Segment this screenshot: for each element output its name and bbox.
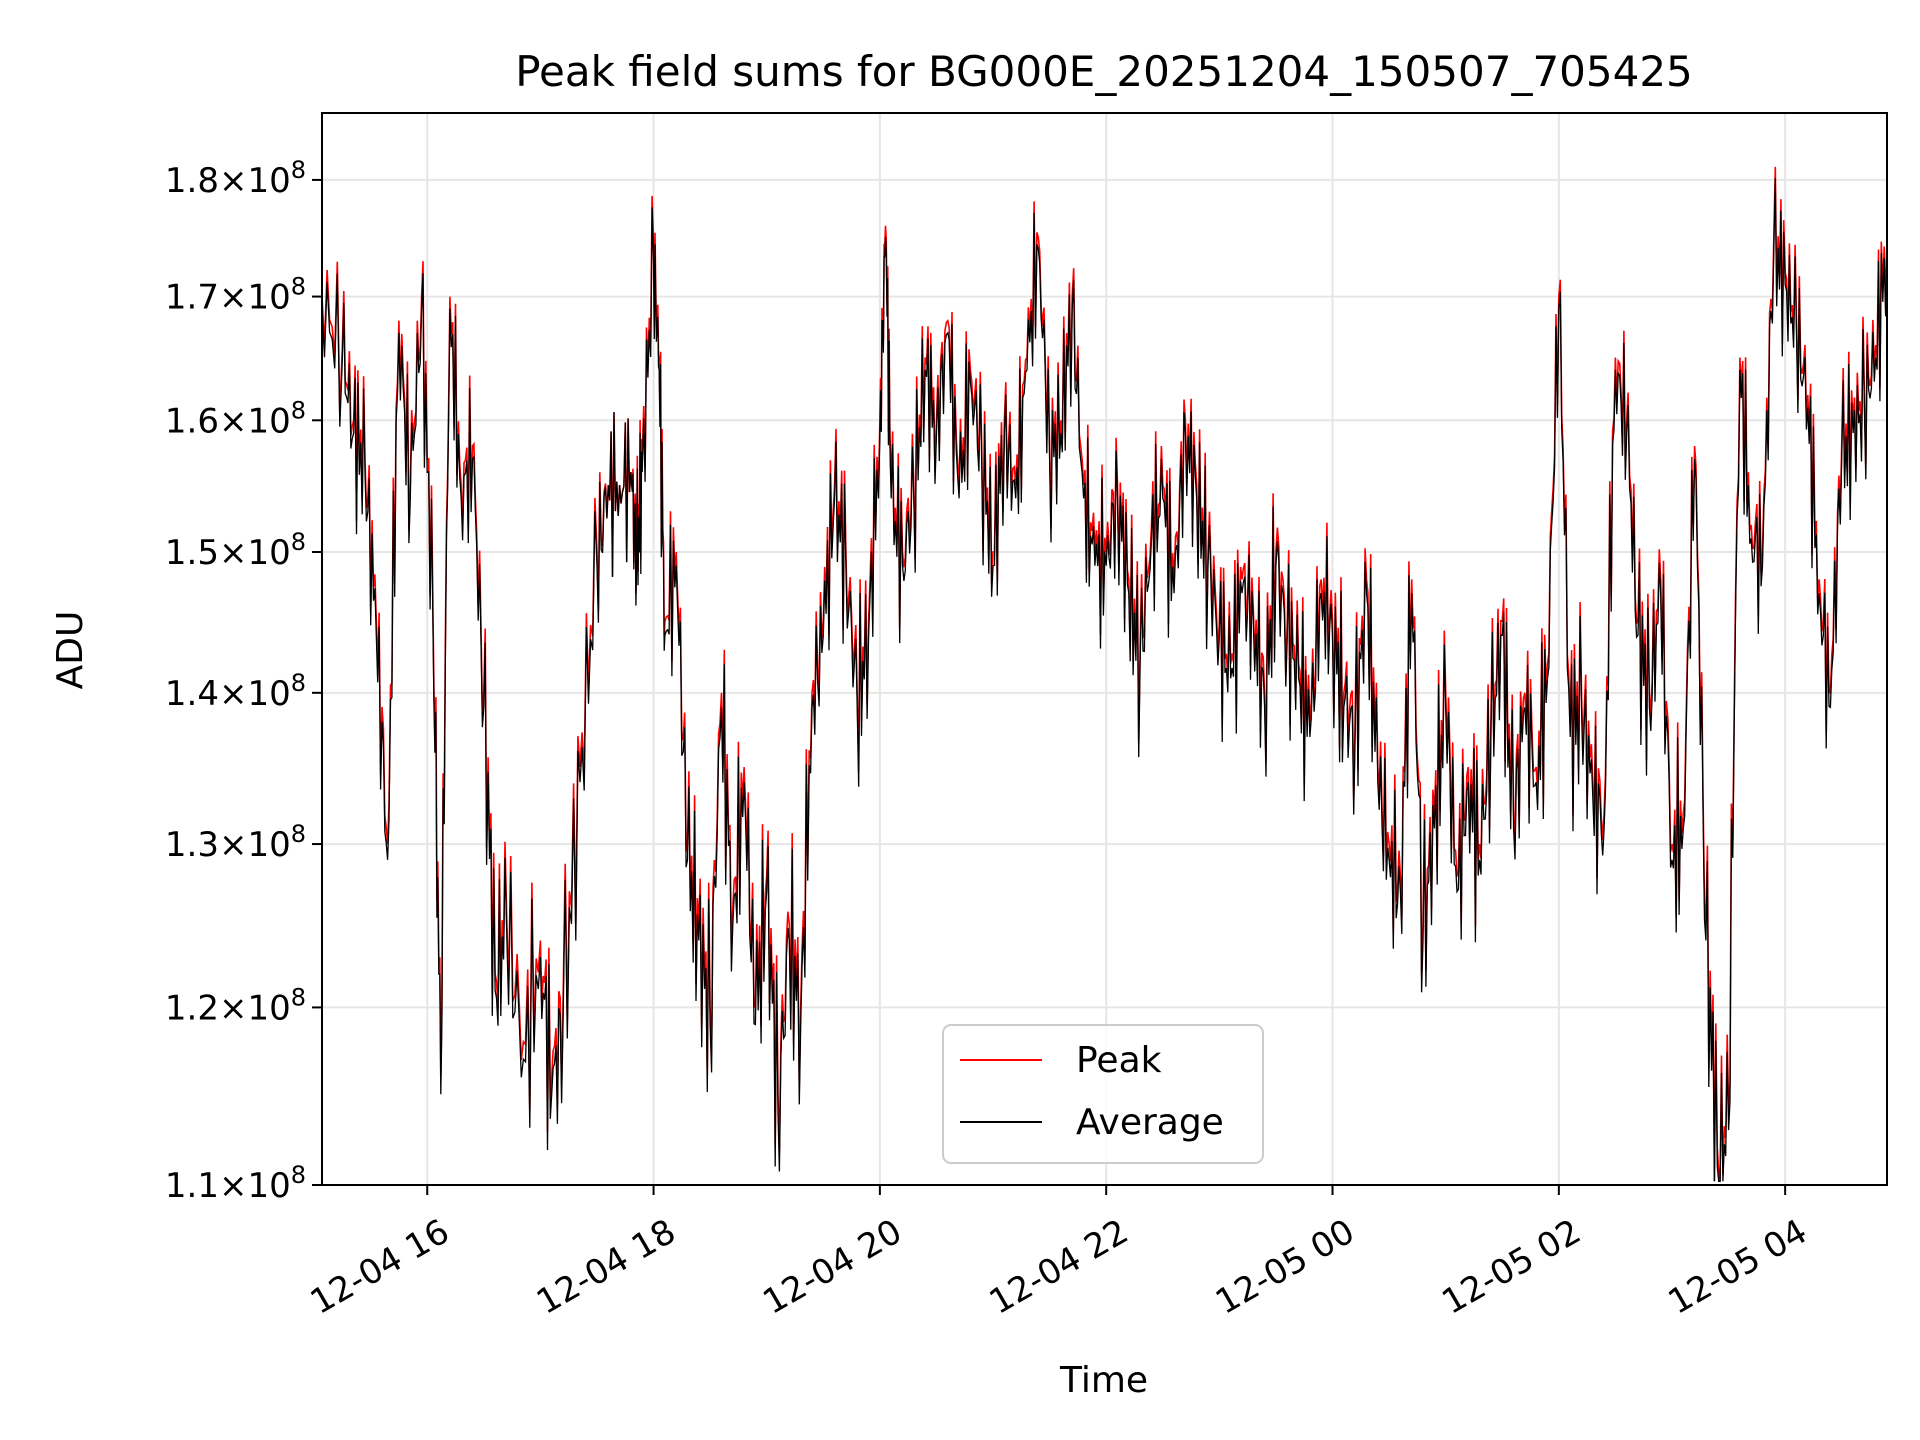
y-tick-label: 1.2×108 [165,983,306,1028]
y-axis-ticks: 1.1×108 1.2×108 1.3×108 1.4×108 1.5×108 1.6×1… [165,156,322,1206]
y-tick-label: 1.6×108 [165,396,306,441]
average-series-line [322,178,1887,1182]
legend-average-label: Average [1076,1102,1224,1143]
legend: Peak Average [942,1024,1264,1164]
y-tick-label: 1.8×108 [165,156,306,201]
y-axis-label: ADU [50,611,91,690]
y-tick-label: 1.4×108 [165,669,306,714]
plot-frame [321,112,1888,1186]
series-layer [322,166,1887,1182]
legend-peak-label: Peak [1076,1040,1162,1081]
y-tick-label: 1.3×108 [165,820,306,865]
x-axis-label: Time [1059,1360,1148,1401]
y-tick-label: 1.7×108 [165,273,306,318]
y-tick-label: 1.1×108 [165,1161,306,1206]
chart-title: Peak field sums for BG000E_20251204_1505… [515,47,1693,96]
y-tick-label: 1.5×108 [165,528,306,573]
